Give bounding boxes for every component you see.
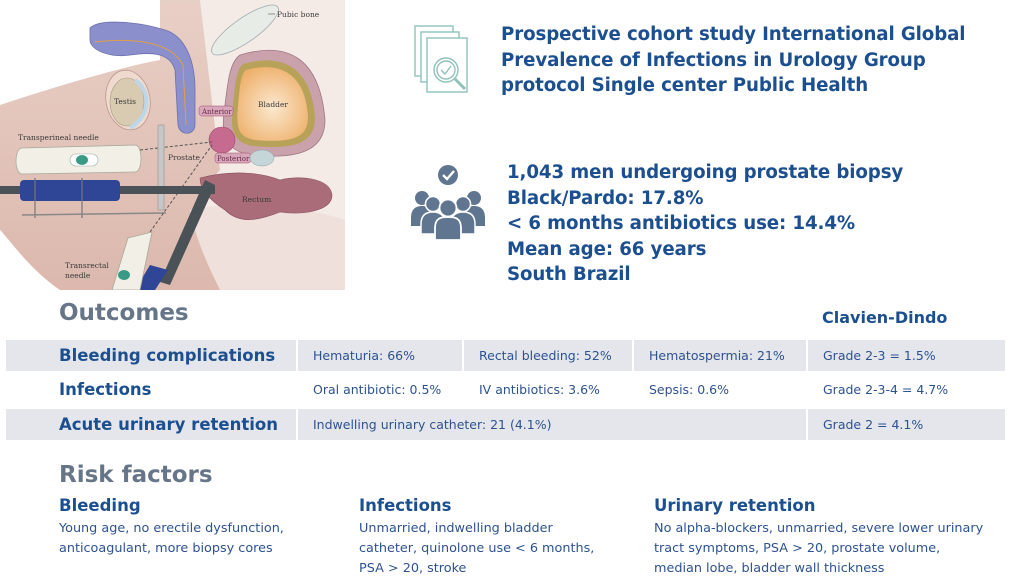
risk-column-bleeding: Bleeding Young age, no erectile dysfunct… [59,496,284,559]
cohort-black-pardo: Black/Pardo: 17.8% [507,187,704,209]
outcome-value: Hematuria: 66% [298,340,462,371]
risk-line: median lobe, bladder wall thickness [654,561,885,576]
outcome-row-infections: Infections Oral antibiotic: 0.5% IV anti… [6,374,1005,405]
cohort-summary: 1,043 men undergoing prostate biopsy Bla… [507,160,903,288]
outcome-value: Rectal bleeding: 52% [464,340,632,371]
risk-text: Unmarried, indwelling bladder catheter, … [359,519,594,579]
outcome-label: Infections [59,380,152,399]
risk-line: Young age, no erectile dysfunction, [59,521,284,536]
outcome-row-urinary-retention: Acute urinary retention Indwelling urina… [6,409,1005,440]
testis-label: Testis [114,97,136,106]
risk-text: Young age, no erectile dysfunction, anti… [59,519,284,559]
outcome-label: Bleeding complications [6,340,296,371]
transperineal-needle-label: Transperineal needle [18,133,99,142]
outcome-row-bleeding: Bleeding complications Hematuria: 66% Re… [6,340,1005,371]
document-search-check-icon [413,24,481,96]
group-people-check-icon [409,162,487,241]
risk-column-urinary-retention: Urinary retention No alpha-blockers, unm… [654,496,983,579]
risk-line: catheter, quinolone use < 6 months, [359,541,595,556]
cohort-mean-age: Mean age: 66 years [507,238,707,260]
risk-factors-heading: Risk factors [59,462,213,488]
outcome-value: Oral antibiotic: 0.5% [313,382,442,397]
bladder-label: Bladder [258,100,288,109]
transrectal-needle-label-1: Transrectal [65,261,109,270]
risk-line: No alpha-blockers, unmarried, severe low… [654,521,984,536]
outcome-label: Acute urinary retention [6,409,296,440]
cohort-location: South Brazil [507,264,631,285]
risk-line: Unmarried, indwelling bladder [359,521,553,536]
risk-line: tract symptoms, PSA > 20, prostate volum… [654,541,941,556]
outcomes-heading: Outcomes [59,300,189,326]
risk-line: PSA > 20, stroke [359,561,467,576]
clavien-dindo-grade: Grade 2-3-4 = 4.7% [823,382,949,397]
risk-heading: Bleeding [59,496,141,515]
cohort-antibiotics-use: < 6 months antibiotics use: 14.4% [507,213,856,234]
outcome-value: IV antibiotics: 3.6% [479,382,600,397]
risk-heading: Urinary retention [654,496,816,515]
prostate-label: Prostate [168,153,200,162]
pubic-bone-label: Pubic bone [277,10,320,19]
risk-heading: Infections [359,496,452,515]
cohort-size: 1,043 men undergoing prostate biopsy [507,162,904,183]
risk-line: anticoagulant, more biopsy cores [59,541,273,556]
risk-column-infections: Infections Unmarried, indwelling bladder… [359,496,594,579]
rectum-label: Rectum [242,195,271,204]
anatomy-diagram: Pubic bone Bladder Testis Anterior Poste… [0,0,345,290]
clavien-dindo-grade: Grade 2-3 = 1.5% [808,340,1005,371]
outcome-value: Indwelling urinary catheter: 21 (4.1%) [298,409,806,440]
clavien-dindo-heading: Clavien-Dindo [822,308,948,327]
outcome-value: Sepsis: 0.6% [649,382,729,397]
transrectal-needle-label-2: needle [65,271,91,280]
prostate-biopsy-illustration: Pubic bone Bladder Testis Anterior Poste… [0,0,345,290]
risk-text: No alpha-blockers, unmarried, severe low… [654,519,983,579]
anterior-label: Anterior [201,108,232,116]
outcome-value: Hematospermia: 21% [634,340,806,371]
clavien-dindo-grade: Grade 2 = 4.1% [808,409,1005,440]
study-title: Prospective cohort study International G… [501,24,966,96]
posterior-label: Posterior [217,155,250,163]
